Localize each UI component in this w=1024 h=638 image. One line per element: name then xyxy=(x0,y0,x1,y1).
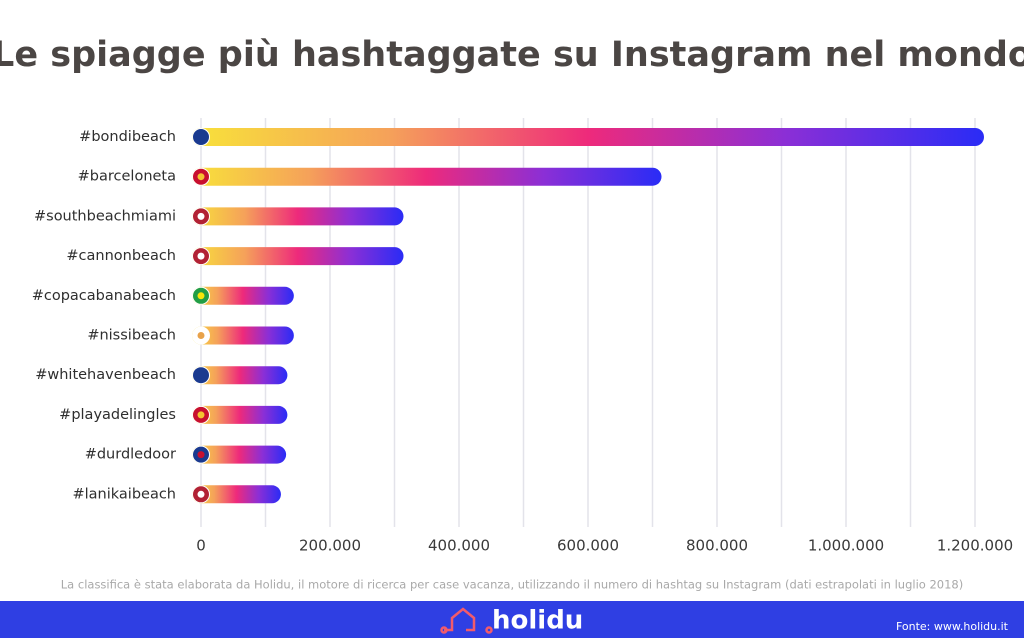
category-label: #barceloneta xyxy=(78,169,176,185)
flag-detail xyxy=(197,252,205,260)
x-tick-label: 200.000 xyxy=(299,537,361,555)
bar xyxy=(192,167,662,186)
bar xyxy=(192,128,984,146)
flag-detail xyxy=(197,332,205,339)
x-tick-label: 600.000 xyxy=(557,537,619,555)
flag-detail xyxy=(197,212,205,220)
bar xyxy=(192,366,288,385)
bars: #bondibeach #barceloneta #southbeachmiami #… xyxy=(32,128,984,504)
category-label: #lanikaibeach xyxy=(72,486,176,502)
house-icon xyxy=(444,607,476,632)
category-label: #whitehavenbeach xyxy=(35,367,176,383)
bar xyxy=(192,485,281,504)
flag-detail xyxy=(197,490,205,498)
logo-dot xyxy=(440,626,448,634)
logo-icon xyxy=(440,607,493,634)
bar xyxy=(192,247,404,266)
logo-text: holidu xyxy=(492,606,583,636)
flag-detail xyxy=(197,173,205,181)
x-tick-label: 400.000 xyxy=(428,537,490,555)
category-label: #playadelingles xyxy=(59,407,176,423)
category-label: #southbeachmiami xyxy=(34,208,176,224)
x-tick-label: 800.000 xyxy=(686,537,748,555)
x-tick-label: 1.000.000 xyxy=(808,537,884,555)
x-tick-label: 1.200.000 xyxy=(937,537,1013,555)
category-label: #copacabanabeach xyxy=(32,288,176,304)
category-label: #nissibeach xyxy=(87,328,176,344)
logo-dot xyxy=(485,626,493,634)
footer-band xyxy=(0,601,1024,638)
source: Fonte: www.holidu.it xyxy=(896,620,1009,633)
note: La classifica è stata elaborata da Holid… xyxy=(61,578,963,592)
flag-detail xyxy=(197,451,205,459)
flag-detail xyxy=(197,133,205,141)
grid: 0 200.000 400.000 600.000 800.000 1.000.000 1.… xyxy=(196,118,1013,555)
bar xyxy=(192,445,287,464)
flag-detail xyxy=(197,411,205,419)
bar xyxy=(192,207,404,226)
category-label: #cannonbeach xyxy=(66,248,176,264)
category-label: #bondibeach xyxy=(79,129,176,145)
bar xyxy=(192,405,288,424)
flag-detail xyxy=(197,292,205,300)
bar xyxy=(192,326,294,345)
bar xyxy=(192,286,294,305)
category-label: #durdledoor xyxy=(85,447,176,463)
chart-title: Le spiagge più hashtaggate su Instagram … xyxy=(0,35,1024,75)
flag-detail xyxy=(197,371,205,379)
x-tick-label: 0 xyxy=(196,537,206,555)
